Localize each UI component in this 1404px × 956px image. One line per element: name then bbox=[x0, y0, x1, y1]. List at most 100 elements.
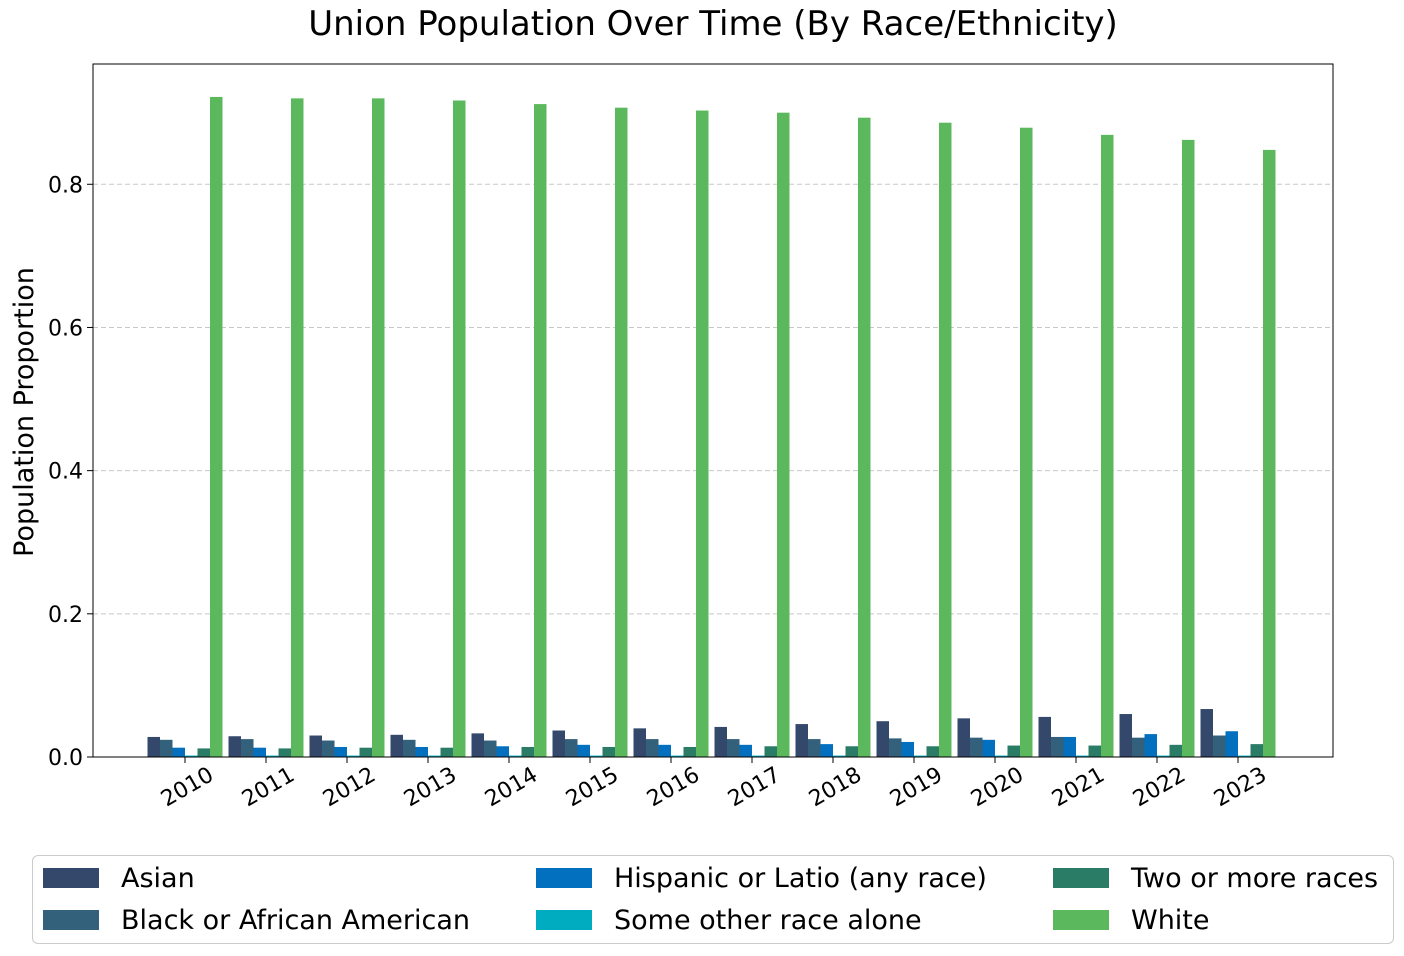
legend-label: Hispanic or Latio (any race) bbox=[614, 862, 987, 894]
bar bbox=[552, 730, 565, 757]
bar bbox=[1200, 709, 1213, 757]
legend-label: Asian bbox=[121, 862, 195, 894]
bar bbox=[646, 739, 659, 757]
bar bbox=[334, 746, 347, 757]
legend-swatch bbox=[536, 910, 592, 930]
bar bbox=[496, 746, 509, 757]
bar bbox=[1263, 149, 1276, 758]
x-tick-label: 2016 bbox=[643, 763, 704, 813]
bar bbox=[939, 122, 952, 758]
legend-item: Asian bbox=[43, 860, 195, 896]
legend-label: Two or more races bbox=[1131, 862, 1379, 894]
y-tick-label: 0.0 bbox=[48, 746, 83, 771]
bar bbox=[322, 740, 335, 757]
legend-item: Hispanic or Latio (any race) bbox=[536, 860, 987, 896]
bar bbox=[521, 746, 534, 757]
bar bbox=[390, 734, 403, 757]
x-tick-label: 2020 bbox=[967, 763, 1028, 813]
bar bbox=[876, 721, 889, 757]
bar bbox=[210, 96, 223, 757]
bar bbox=[509, 755, 522, 757]
bar bbox=[820, 744, 833, 757]
bar bbox=[266, 755, 279, 757]
bar bbox=[858, 117, 871, 758]
bar bbox=[671, 755, 684, 757]
bar bbox=[633, 728, 646, 757]
x-tick-label: 2022 bbox=[1129, 763, 1190, 813]
bar bbox=[347, 755, 360, 757]
bar bbox=[901, 741, 914, 757]
bar bbox=[1157, 755, 1170, 757]
y-tick-label: 0.2 bbox=[48, 603, 83, 628]
bar bbox=[1238, 755, 1251, 757]
x-tick-label: 2014 bbox=[481, 763, 542, 813]
bar bbox=[440, 747, 453, 757]
bar bbox=[845, 746, 858, 757]
bar bbox=[914, 755, 927, 757]
bar bbox=[982, 739, 995, 757]
bar bbox=[957, 718, 970, 757]
bar bbox=[359, 747, 372, 757]
bar bbox=[291, 98, 304, 757]
bar bbox=[602, 746, 615, 757]
legend-item: Black or African American bbox=[43, 902, 470, 938]
x-tick-label: 2018 bbox=[805, 763, 866, 813]
legend-swatch bbox=[1053, 910, 1109, 930]
bar bbox=[1169, 744, 1182, 757]
bar bbox=[727, 739, 740, 757]
bar bbox=[1119, 714, 1132, 757]
bar bbox=[278, 748, 291, 757]
bar bbox=[1088, 745, 1101, 757]
bar bbox=[453, 100, 466, 758]
x-tick-label: 2021 bbox=[1048, 763, 1109, 813]
bar bbox=[764, 746, 777, 757]
bar bbox=[372, 98, 385, 757]
bar bbox=[1020, 127, 1033, 757]
legend-item: White bbox=[1053, 902, 1210, 938]
legend-label: Black or African American bbox=[121, 904, 471, 936]
bar bbox=[1051, 736, 1064, 757]
legend: Asian Black or African American Hispanic o… bbox=[32, 855, 1394, 944]
bar bbox=[926, 746, 939, 757]
bar bbox=[833, 755, 846, 757]
bar bbox=[1038, 716, 1051, 757]
bar bbox=[471, 733, 484, 757]
y-tick-label: 0.6 bbox=[48, 316, 83, 341]
bar bbox=[241, 739, 254, 757]
bar bbox=[147, 736, 160, 757]
bar bbox=[185, 755, 198, 757]
x-tick-label: 2011 bbox=[238, 763, 299, 813]
y-axis-ticks: 0.0 0.2 0.4 0.6 0.8 bbox=[48, 173, 93, 771]
x-tick-label: 2015 bbox=[562, 763, 623, 813]
bar bbox=[484, 740, 497, 757]
x-tick-label: 2012 bbox=[319, 763, 380, 813]
legend-label: White bbox=[1131, 904, 1210, 936]
y-tick-label: 0.4 bbox=[48, 460, 83, 485]
x-tick-label: 2023 bbox=[1210, 763, 1271, 813]
x-axis-ticks: 2010 2011 2012 2013 2014 2015 2016 2017 2018 2019… bbox=[157, 757, 1271, 812]
x-tick-label: 2019 bbox=[886, 763, 947, 813]
bar bbox=[777, 112, 790, 757]
bar bbox=[565, 739, 578, 757]
bar bbox=[1225, 731, 1238, 757]
bar bbox=[309, 735, 322, 757]
bar bbox=[795, 724, 808, 757]
bar bbox=[577, 744, 590, 757]
bar bbox=[683, 746, 696, 757]
legend-swatch bbox=[43, 868, 99, 888]
legend-item: Two or more races bbox=[1053, 860, 1378, 896]
bar bbox=[752, 755, 765, 757]
bar bbox=[197, 748, 210, 757]
bar bbox=[534, 104, 547, 757]
bar bbox=[1144, 734, 1157, 757]
bar bbox=[1101, 134, 1114, 757]
bar bbox=[172, 747, 185, 757]
bar bbox=[970, 737, 983, 757]
bar bbox=[696, 110, 709, 758]
bar bbox=[714, 726, 727, 757]
bar bbox=[1063, 736, 1076, 757]
y-tick-label: 0.8 bbox=[48, 173, 83, 198]
bar bbox=[1076, 755, 1089, 757]
x-tick-label: 2013 bbox=[400, 763, 461, 813]
bar bbox=[415, 746, 428, 757]
